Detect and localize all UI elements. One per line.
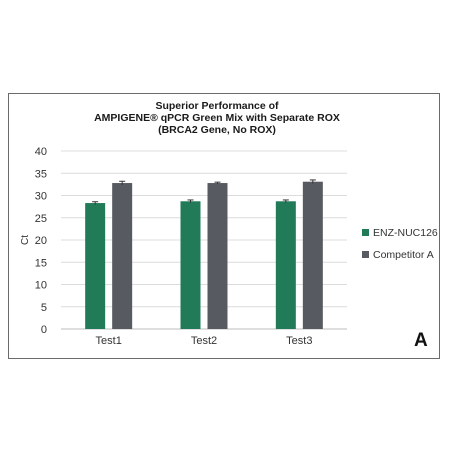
y-axis-label: Ct bbox=[20, 235, 31, 245]
bar bbox=[207, 183, 228, 329]
bar bbox=[302, 181, 323, 329]
bar bbox=[112, 183, 133, 329]
legend-label: ENZ-NUC126 bbox=[373, 227, 438, 239]
y-tick-label: 35 bbox=[35, 168, 47, 180]
y-axis-ticks: 0 5 10 15 20 25 30 35 40 bbox=[35, 146, 47, 336]
y-tick-label: 5 bbox=[41, 302, 47, 314]
y-tick-label: 15 bbox=[35, 257, 47, 269]
y-tick-label: 20 bbox=[35, 235, 47, 247]
bar bbox=[180, 201, 201, 329]
figure-frame: Superior Performance of AMPIGENE® qPCR Gr… bbox=[8, 93, 440, 359]
bars bbox=[85, 179, 323, 329]
legend-label: Competitor A bbox=[373, 249, 434, 261]
y-tick-label: 25 bbox=[35, 213, 47, 225]
y-tick-label: 40 bbox=[35, 146, 47, 158]
chart-title-line: (BRCA2 Gene, No ROX) bbox=[158, 124, 276, 136]
x-tick-label: Test1 bbox=[96, 335, 122, 347]
y-tick-label: 10 bbox=[35, 280, 47, 292]
chart-title-line: AMPIGENE® qPCR Green Mix with Separate R… bbox=[94, 112, 340, 124]
x-tick-label: Test2 bbox=[191, 335, 217, 347]
panel-label: A bbox=[414, 330, 428, 351]
y-tick-label: 30 bbox=[35, 191, 47, 203]
x-tick-label: Test3 bbox=[286, 335, 312, 347]
bar bbox=[85, 203, 106, 329]
x-axis-ticks: Test1 Test2 Test3 bbox=[96, 335, 313, 347]
y-tick-label: 0 bbox=[41, 324, 47, 336]
legend: ENZ-NUC126 Competitor A bbox=[362, 227, 438, 261]
chart-title-line: Superior Performance of bbox=[155, 100, 279, 112]
gridlines bbox=[61, 150, 347, 330]
legend-swatch bbox=[362, 229, 369, 236]
legend-swatch bbox=[362, 251, 369, 258]
bar bbox=[275, 201, 296, 329]
